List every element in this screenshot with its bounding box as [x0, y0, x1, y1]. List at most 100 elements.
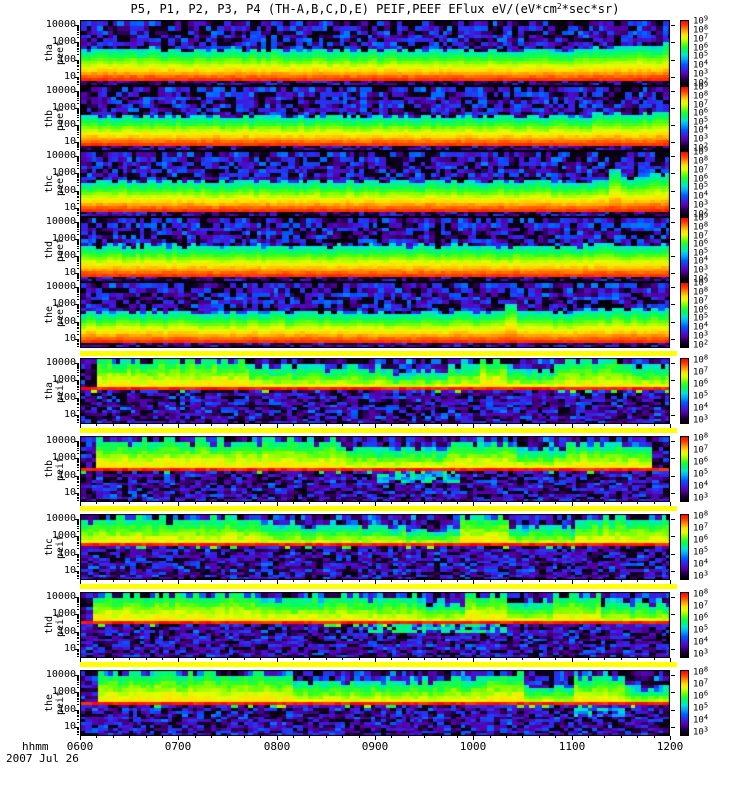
y-tick-minor [77, 263, 79, 264]
panel-label-thd-peif: thd peif [44, 592, 66, 658]
colorbar-tick-label: 105 [693, 623, 708, 635]
y-tick-minor [77, 465, 79, 466]
y-tick-major-right [671, 191, 675, 192]
colorbar-label-exponent: 4 [703, 401, 709, 410]
y-tick-major-right [671, 60, 675, 61]
y-tick-minor [77, 638, 79, 639]
y-tick-label-the-peif: 1000 [51, 686, 76, 698]
colorbar-label-base: 10 [693, 391, 704, 402]
colorbar-label-exponent: 8 [703, 89, 709, 98]
y-tick-minor [77, 368, 79, 369]
y-tick-minor [77, 290, 79, 291]
panel-label-thb-peef: thb peef [44, 86, 66, 151]
y-tick-major-right [671, 380, 675, 381]
x-tick-minor [391, 424, 392, 426]
x-tick-major [277, 736, 278, 740]
y-tick-minor [77, 634, 79, 635]
y-tick-minor [77, 344, 79, 345]
x-tick-major [375, 502, 376, 506]
x-tick-minor [113, 424, 114, 426]
y-tick-major-right [671, 493, 675, 494]
y-tick-minor [77, 325, 79, 326]
colorbar-label-exponent: 5 [703, 467, 709, 476]
x-tick-minor [391, 736, 392, 738]
y-tick-minor [77, 346, 79, 347]
colorbar-tick-label: 107 [693, 163, 708, 175]
y-tick-minor [77, 37, 79, 38]
y-tick-label-thc-peef: 1000 [51, 167, 76, 179]
y-tick-major-right [671, 415, 675, 416]
x-tick-minor [506, 424, 507, 426]
x-tick-minor [654, 580, 655, 582]
y-tick-minor [77, 383, 79, 384]
y-tick-minor [77, 110, 79, 111]
panel-label-tha-peef: tha peef [44, 20, 66, 86]
y-tick-minor [77, 696, 79, 697]
x-tick-minor [342, 658, 343, 660]
x-tick-minor [490, 502, 491, 504]
y-tick-minor [77, 464, 79, 465]
y-tick-minor [77, 146, 79, 147]
spectrogram-panel-thc-peef [80, 151, 670, 217]
x-tick-minor [359, 424, 360, 426]
colorbar-label-exponent: 9 [703, 80, 709, 89]
y-tick-major [75, 222, 79, 223]
x-tick-major [80, 736, 81, 740]
colorbar-label-base: 10 [693, 649, 704, 660]
x-tick-major [277, 502, 278, 506]
y-tick-minor [77, 555, 79, 556]
y-tick-minor [77, 240, 79, 241]
colorbar-label-exponent: 6 [703, 172, 709, 181]
y-tick-major-right [671, 571, 675, 572]
colorbar-label-exponent: 7 [703, 443, 709, 452]
x-tick-minor [129, 502, 130, 504]
colorbar-label-base: 10 [693, 117, 704, 128]
x-tick-minor [146, 502, 147, 504]
x-tick-minor [391, 580, 392, 582]
x-tick-minor [490, 658, 491, 660]
x-tick-major [670, 736, 671, 740]
x-tick-minor [522, 424, 523, 426]
x-tick-minor [457, 736, 458, 738]
colorbar-tick-label: 102 [693, 207, 708, 219]
colorbar-label-exponent: 7 [703, 521, 709, 530]
colorbar-tick-label: 109 [693, 212, 708, 224]
y-tick-major-right [671, 441, 675, 442]
colorbar-label-base: 10 [693, 82, 704, 93]
y-tick-minor [77, 258, 79, 259]
y-tick-major-right [671, 363, 675, 364]
x-tick-minor [293, 580, 294, 582]
y-tick-major [75, 380, 79, 381]
y-tick-minor [77, 203, 79, 204]
y-tick-minor [77, 79, 79, 80]
colorbar-label-base: 10 [693, 457, 704, 468]
panel-label-line1: tha [44, 381, 55, 401]
y-tick-major-right [671, 554, 675, 555]
y-tick-minor [77, 701, 79, 702]
colorbar-label-exponent: 6 [703, 455, 709, 464]
y-tick-minor [77, 144, 79, 145]
y-tick-label-tha-peif: 100 [57, 391, 76, 403]
x-tick-minor [457, 658, 458, 660]
y-tick-minor [77, 322, 79, 323]
colorbar-label-base: 10 [693, 355, 704, 366]
y-tick-major [75, 156, 79, 157]
colorbar-label-exponent: 3 [703, 67, 709, 76]
spectrogram-panel-thc-peif [80, 514, 670, 580]
colorbar-tick-label: 102 [693, 338, 708, 351]
y-tick-minor [77, 46, 79, 47]
x-tick-minor [211, 580, 212, 582]
y-tick-minor [77, 403, 79, 404]
x-tick-minor [441, 424, 442, 426]
x-tick-minor [96, 424, 97, 426]
y-tick-major [75, 692, 79, 693]
y-tick-label-thb-peif: 1000 [51, 452, 76, 464]
y-tick-minor [77, 82, 79, 83]
y-tick-minor [77, 182, 79, 183]
colorbar-label-base: 10 [693, 340, 704, 351]
y-tick-label-the-peef: 10000 [45, 281, 76, 293]
y-tick-minor [77, 27, 79, 28]
x-tick-minor [654, 424, 655, 426]
colorbar-tick-label: 105 [693, 246, 708, 258]
y-tick-minor [77, 712, 79, 713]
